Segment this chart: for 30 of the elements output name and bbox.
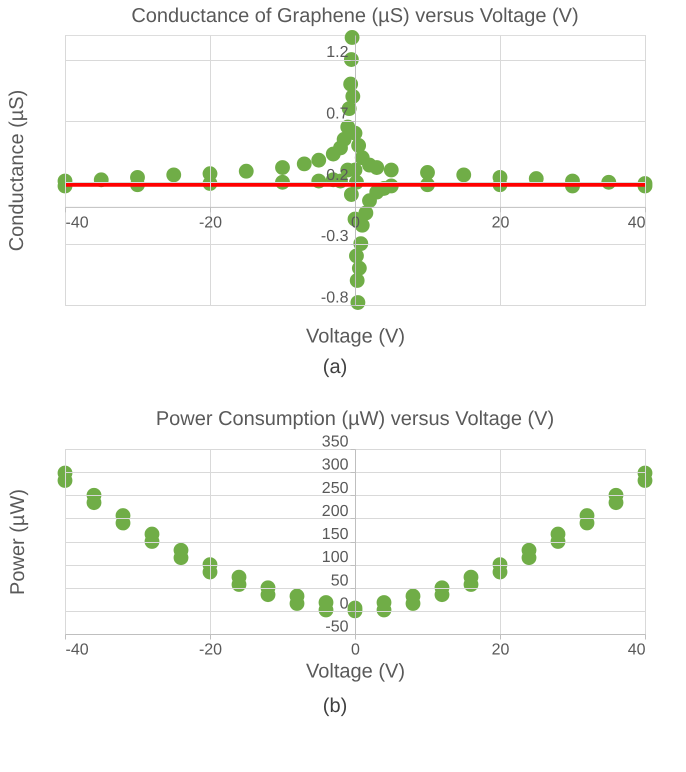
y-tick-label: -50 [325,618,349,636]
text: (b) [322,695,348,717]
y-axis-title: Conductance (µS) [6,90,28,252]
y-tick-label: 100 [322,549,349,566]
y-tick-label: 200 [322,502,349,520]
x-tick-label: 20 [492,214,510,232]
y-axis-title: Power (µW) [6,489,29,595]
y-tick-label: 350 [322,434,349,450]
x-tick-label: 40 [628,642,646,658]
y-tick-label: 1.2 [326,44,349,62]
chart-title: Power Consumption (µW) versus Voltage (V) [156,408,554,430]
x-tick-label: -20 [198,214,222,232]
x-tick-label: 20 [492,642,510,658]
x-tick-label: -40 [66,214,89,232]
x-tick-label: -20 [198,642,222,658]
y-tick-label: 150 [322,526,349,543]
x-tick-label: -40 [66,642,89,658]
x-tick-label: 0 [351,642,360,658]
y-tick-label: 50 [330,572,349,590]
x-axis-title: Voltage (V) [306,660,405,682]
x-axis-title: Voltage (V) [306,326,405,348]
y-tick-label: 300 [322,456,349,474]
y-tick-label: 250 [322,480,349,497]
text: (a) [322,356,348,378]
x-tick-label: 40 [628,214,646,232]
y-tick-label: 0.7 [326,105,349,122]
y-tick-label: -0.3 [320,228,349,246]
y-tick-label: -0.8 [320,290,349,306]
y-tick-label: 0 [340,595,349,612]
chart-title: Conductance of Graphene (µS) versus Voltage (V) [131,5,579,28]
